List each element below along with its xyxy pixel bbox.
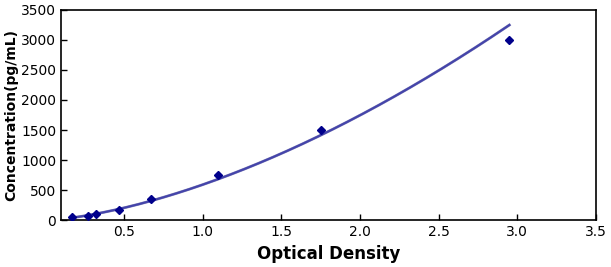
X-axis label: Optical Density: Optical Density [257, 245, 400, 263]
Y-axis label: Concentration(pg/mL): Concentration(pg/mL) [4, 29, 18, 201]
